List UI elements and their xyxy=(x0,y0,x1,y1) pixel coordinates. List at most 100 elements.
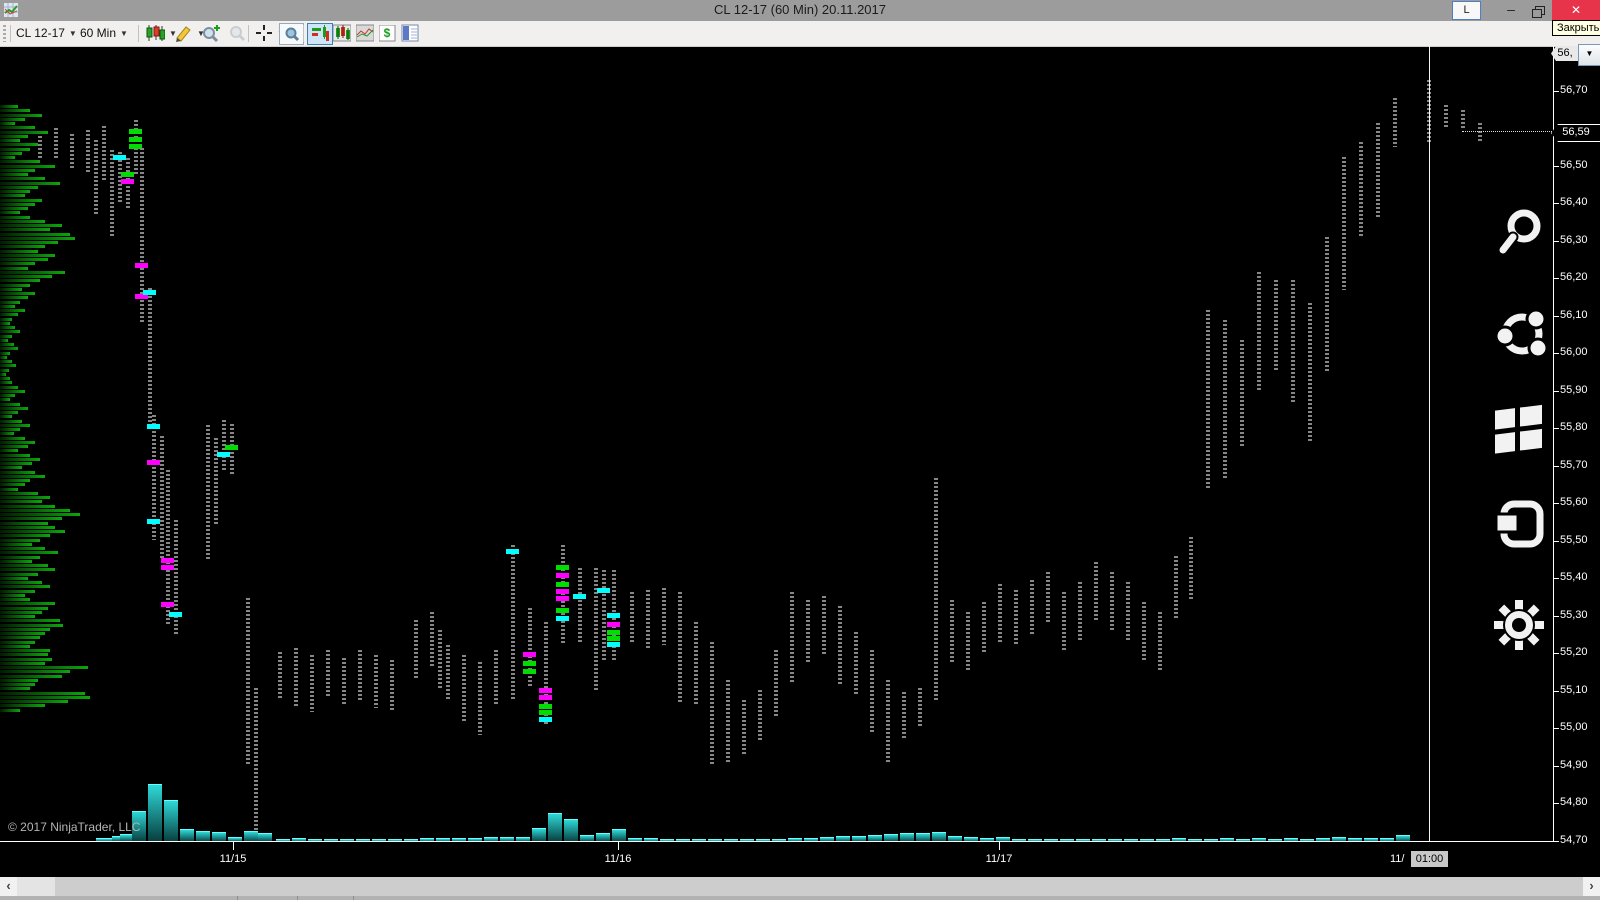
volume-profile-bar xyxy=(0,568,55,572)
price-tick-label: 56,40 xyxy=(1560,196,1588,208)
axis-dropdown-button[interactable]: ▼ xyxy=(1578,44,1600,66)
chart-overview-button[interactable] xyxy=(353,23,377,43)
chart-trader-button[interactable] xyxy=(307,23,333,45)
price-bar xyxy=(1240,340,1244,448)
volume-profile-bar xyxy=(0,177,45,181)
price-bar xyxy=(1393,98,1397,147)
volume-profile-bar xyxy=(0,381,12,385)
restore-button[interactable] xyxy=(1526,0,1552,21)
price-bar xyxy=(710,642,714,764)
minimize-button[interactable]: – xyxy=(1507,1,1515,17)
volume-bar xyxy=(788,838,802,842)
crosshair-time-label: 01:00 xyxy=(1411,851,1448,867)
volume-profile-bar xyxy=(0,487,18,491)
volume-bar xyxy=(836,836,850,842)
price-bar xyxy=(1030,580,1034,634)
price-bar xyxy=(822,596,826,654)
price-tick-label: 55,40 xyxy=(1560,571,1588,583)
horizontal-scrollbar[interactable]: ‹ › xyxy=(0,877,1600,896)
volume-profile-bar xyxy=(0,504,55,508)
volume-profile-bar xyxy=(0,304,15,308)
footprint-segment xyxy=(556,582,569,587)
price-bar xyxy=(790,592,794,682)
settings-charm-icon[interactable] xyxy=(1492,598,1546,652)
search-charm-icon[interactable] xyxy=(1496,206,1548,262)
zoom-in-button[interactable] xyxy=(198,23,224,43)
volume-bar xyxy=(212,832,226,842)
price-tick-label: 55,50 xyxy=(1560,534,1588,546)
scroll-left-button[interactable]: ‹ xyxy=(0,877,17,896)
volume-profile-bar xyxy=(0,636,40,640)
volume-bar xyxy=(740,839,754,842)
toolbar-grip[interactable] xyxy=(3,25,6,42)
share-charm-icon[interactable] xyxy=(1496,306,1550,362)
account-data-button[interactable]: $ xyxy=(376,23,399,43)
chart-bottom-border xyxy=(0,841,1554,842)
volume-bar xyxy=(1204,839,1218,842)
volume-profile-bar xyxy=(0,572,38,576)
volume-bar xyxy=(1284,838,1298,842)
scrollbar-thumb[interactable] xyxy=(17,877,55,896)
drawing-tools-button[interactable]: ▼ xyxy=(170,23,208,43)
last-price-dotted-line xyxy=(1462,131,1552,133)
price-tick-label: 55,00 xyxy=(1560,721,1588,733)
volume-bar xyxy=(1380,838,1394,842)
price-bar xyxy=(54,128,58,158)
zoom-out-button[interactable] xyxy=(224,23,250,43)
volume-bar xyxy=(436,838,450,842)
volume-bar xyxy=(852,836,866,842)
volume-bar xyxy=(500,837,514,842)
price-bar xyxy=(966,612,970,672)
volume-profile-bar xyxy=(0,160,40,164)
volume-profile-bar xyxy=(0,440,35,444)
chart-style-button[interactable]: ▼ xyxy=(142,23,180,43)
footprint-segment xyxy=(161,558,174,563)
price-bar xyxy=(222,420,226,470)
devices-charm-icon[interactable] xyxy=(1494,500,1548,552)
volume-profile-bar xyxy=(0,517,62,521)
price-bar xyxy=(918,688,922,726)
volume-bar xyxy=(340,839,354,842)
footprint-segment xyxy=(607,630,620,635)
data-grid-button[interactable] xyxy=(398,23,422,43)
price-bar xyxy=(310,655,314,712)
volume-bar xyxy=(1220,838,1234,842)
windows-start-charm-icon[interactable] xyxy=(1492,402,1546,456)
scroll-right-button[interactable]: › xyxy=(1583,877,1600,896)
volume-profile-bar xyxy=(0,508,70,512)
footprint-segment xyxy=(147,460,160,465)
volume-bar xyxy=(244,831,258,842)
volume-bar xyxy=(484,837,498,842)
volume-profile-bar xyxy=(0,275,52,278)
bars-panel-button[interactable] xyxy=(330,23,354,43)
price-bar xyxy=(446,645,450,700)
price-bar xyxy=(174,520,178,636)
price-bar xyxy=(1308,303,1312,442)
volume-profile-bar xyxy=(0,619,60,623)
price-tick-label: 55,60 xyxy=(1560,496,1588,508)
volume-profile-bar xyxy=(0,683,35,686)
window-title: CL 12-17 (60 Min) 20.11.2017 xyxy=(714,2,886,17)
price-bar xyxy=(214,438,218,524)
close-button[interactable]: ✕ xyxy=(1552,0,1600,21)
volume-bar xyxy=(372,839,386,842)
volume-profile-bar xyxy=(0,164,55,168)
price-tick xyxy=(1554,578,1559,579)
footprint-segment xyxy=(539,717,552,722)
volume-profile-bar xyxy=(0,262,35,266)
instrument-selector[interactable]: CL 12-17 ▼ xyxy=(16,23,77,43)
price-bar xyxy=(1291,280,1295,402)
link-button[interactable]: L xyxy=(1452,1,1481,20)
footprint-segment xyxy=(121,179,134,184)
volume-profile-bar xyxy=(0,700,68,703)
volume-bar xyxy=(1268,839,1282,842)
footprint-segment xyxy=(556,589,569,594)
price-tick-label: 55,70 xyxy=(1560,459,1588,471)
interval-selector[interactable]: 60 Min ▼ xyxy=(80,23,128,43)
price-bar xyxy=(494,650,498,705)
volume-profile-bar xyxy=(0,215,30,219)
price-tick-label: 56,10 xyxy=(1560,309,1588,321)
volume-bar xyxy=(1364,838,1378,842)
volume-profile-bar xyxy=(0,113,42,117)
